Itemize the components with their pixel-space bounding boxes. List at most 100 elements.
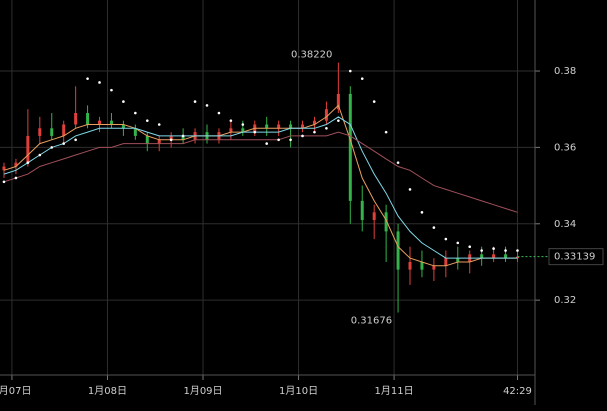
candle-body — [444, 258, 448, 266]
candle-body — [515, 256, 519, 259]
candle-body — [157, 139, 161, 144]
sar-dot — [516, 249, 519, 252]
ma-line — [3, 131, 518, 213]
sar-dot — [241, 123, 245, 126]
sar-dot — [217, 111, 221, 115]
sar-dot — [229, 119, 233, 122]
candle-body — [109, 120, 113, 125]
x-tick-label: 1月07日 — [0, 385, 31, 397]
candle-body — [492, 254, 496, 259]
sar-dot — [396, 161, 400, 164]
sar-dot — [62, 142, 65, 145]
candle-body — [289, 124, 293, 129]
candle-body — [133, 128, 137, 136]
sar-dot — [2, 180, 6, 184]
y-tick-label: 0.34 — [554, 219, 576, 230]
y-tick-label: 0.36 — [554, 142, 576, 153]
x-tick-label: 1月08日 — [88, 385, 127, 397]
sar-dot — [157, 123, 161, 126]
sar-dot — [325, 127, 328, 130]
candle-body — [98, 120, 102, 125]
sar-dot — [492, 247, 495, 250]
sar-dot — [480, 249, 483, 252]
sar-dot — [38, 153, 42, 157]
candle-body — [229, 128, 233, 133]
sar-dot — [456, 241, 460, 245]
sar-dot — [432, 226, 436, 229]
sar-dot — [337, 119, 340, 122]
candle-body — [145, 135, 149, 144]
sar-dot — [122, 100, 125, 103]
sar-dot — [277, 138, 280, 142]
sar-dot — [384, 130, 388, 134]
sar-dot — [408, 188, 412, 191]
sar-dot — [181, 134, 185, 138]
ma-line — [3, 104, 518, 267]
x-tick-label: 1月10日 — [279, 385, 318, 397]
candle-body — [480, 254, 484, 259]
candle-body — [504, 254, 508, 259]
candle-body — [336, 93, 340, 110]
candle-body — [121, 124, 125, 129]
candle-body — [277, 124, 281, 129]
sar-dot — [193, 100, 197, 103]
candle-body — [456, 258, 460, 262]
sar-dot — [253, 130, 257, 134]
price-tag-label: 0.33139 — [554, 252, 595, 263]
candle-body — [62, 124, 66, 136]
sar-dot — [289, 138, 292, 142]
candle-body — [420, 261, 424, 270]
candle-body — [348, 93, 352, 201]
candle-body — [14, 162, 18, 167]
sar-dot — [14, 176, 18, 180]
sar-dot — [301, 134, 304, 138]
sar-dot — [98, 81, 101, 84]
sar-dot — [348, 69, 352, 73]
candle-body — [265, 124, 269, 129]
candle-body — [26, 135, 30, 163]
candle-body — [312, 120, 316, 125]
sar-dot — [50, 146, 54, 149]
sar-dot — [504, 249, 507, 252]
sar-dot — [420, 211, 424, 214]
y-tick-label: 0.32 — [554, 295, 576, 306]
sar-dot — [26, 161, 30, 164]
sar-dot — [444, 237, 448, 241]
candle-body — [181, 135, 185, 140]
candle-body — [384, 212, 388, 232]
sar-dot — [372, 100, 376, 103]
sar-dot — [205, 104, 209, 107]
candle-body — [408, 261, 412, 270]
sar-dot — [468, 245, 472, 248]
candle-body — [38, 128, 42, 136]
ma-line — [3, 116, 518, 259]
sar-dot — [145, 119, 149, 122]
candle-body — [372, 212, 376, 220]
annotation: 0.38220 — [291, 50, 332, 61]
sar-dot — [86, 77, 89, 80]
sar-dot — [74, 138, 77, 142]
candle-body — [74, 113, 78, 125]
x-tick-label: 1月09日 — [183, 385, 222, 397]
candle-body — [360, 200, 364, 220]
y-tick-label: 0.38 — [554, 66, 576, 77]
annotation: 0.31676 — [351, 316, 392, 327]
sar-dot — [360, 77, 364, 80]
candle-body — [301, 124, 305, 129]
candle-body — [324, 109, 328, 121]
candle-body — [241, 128, 245, 133]
x-tick-label: 1月11日 — [375, 385, 414, 397]
candle-body — [2, 166, 6, 171]
candle-body — [86, 113, 90, 125]
x-tick-label: 42:29 — [503, 386, 532, 397]
candle-body — [432, 265, 436, 270]
price-tag — [548, 248, 604, 266]
sar-dot — [110, 88, 113, 92]
candle-body — [169, 135, 173, 140]
candle-body — [396, 231, 400, 270]
sar-dot — [313, 130, 316, 134]
candle-body — [50, 128, 54, 136]
sar-dot — [134, 111, 137, 115]
sar-dot — [265, 142, 269, 145]
